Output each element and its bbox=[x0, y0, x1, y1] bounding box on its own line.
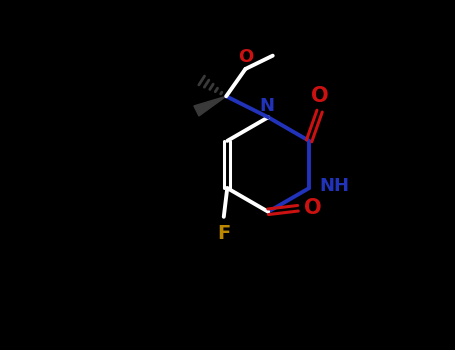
Text: F: F bbox=[217, 224, 230, 243]
Text: O: O bbox=[311, 86, 329, 106]
Polygon shape bbox=[194, 96, 226, 116]
Text: NH: NH bbox=[319, 177, 349, 195]
Text: O: O bbox=[238, 48, 254, 66]
Text: O: O bbox=[304, 198, 322, 218]
Text: N: N bbox=[259, 98, 274, 116]
